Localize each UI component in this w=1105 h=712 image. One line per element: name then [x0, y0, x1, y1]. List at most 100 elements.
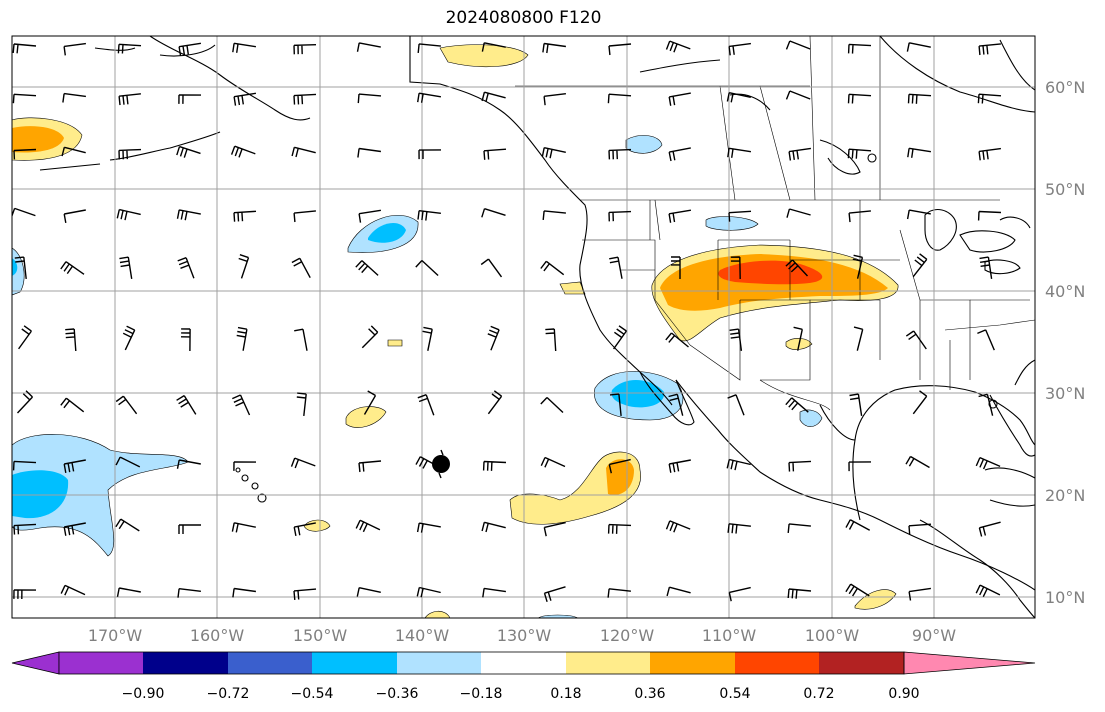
wind-barb: [729, 328, 743, 351]
negative-anomaly-bc: [625, 135, 663, 154]
colorbar-tick-4: −0.18: [460, 686, 503, 702]
lat-label-40n: 40°N: [1045, 282, 1085, 301]
wind-barb: [543, 586, 566, 603]
storm-marker: [432, 449, 450, 479]
wind-barb: [607, 93, 632, 104]
wind-barb: [726, 92, 751, 103]
negative-anomaly-midpac-core: [368, 223, 406, 243]
wind-barb: [238, 254, 250, 279]
lon-label-110w: 110°W: [702, 626, 757, 645]
wind-barb: [13, 148, 37, 160]
wind-barb: [785, 40, 811, 50]
lat-label-10n: 10°N: [1045, 588, 1085, 607]
wind-barb: [176, 145, 201, 158]
wind-barb: [355, 519, 381, 533]
wind-barb: [608, 148, 632, 160]
colorbar-bin-1: [143, 652, 228, 674]
wind-barb: [12, 93, 37, 104]
wind-barb: [176, 459, 201, 469]
wind-barb: [16, 390, 34, 414]
wind-barb: [65, 328, 77, 352]
wind-barb: [230, 145, 256, 158]
wind-barb: [481, 208, 506, 218]
wind-barb: [60, 397, 85, 413]
colorbar-extend-low: [11, 651, 60, 675]
wind-barb: [730, 256, 741, 280]
lon-label-160w: 160°W: [190, 626, 245, 645]
wind-barb: [853, 326, 864, 351]
anomaly-fills: [12, 44, 899, 618]
colorbar-bin-8: [735, 652, 819, 674]
wind-barb: [542, 42, 566, 54]
wind-barb: [480, 258, 503, 278]
wind-barb: [848, 461, 872, 472]
wind-barb: [115, 456, 141, 468]
wind-barb: [607, 523, 632, 534]
wind-barb: [668, 147, 691, 162]
wind-barb: [63, 209, 86, 224]
wind-barb: [852, 254, 864, 279]
wind-barb: [233, 210, 257, 222]
wind-barb: [118, 148, 142, 160]
wind-barb: [178, 94, 202, 104]
wind-barb: [415, 259, 439, 277]
wind-barb: [422, 326, 433, 351]
colorbar-tick-8: 0.72: [803, 686, 834, 702]
wind-barb: [176, 395, 197, 415]
lon-label-150w: 150°W: [293, 626, 348, 645]
wind-barb: [788, 460, 812, 472]
wind-barb: [293, 588, 317, 600]
wind-barb: [115, 395, 138, 415]
wind-barb: [177, 588, 201, 598]
wind-barb: [116, 208, 141, 221]
wind-barb: [417, 92, 442, 103]
colorbar-tick-3: −0.36: [376, 686, 419, 702]
wind-barb: [906, 209, 931, 220]
wind-barb: [357, 93, 382, 104]
wind-barb: [18, 325, 32, 350]
wind-barb: [671, 256, 681, 279]
wind-barb: [908, 587, 932, 601]
wind-barb: [290, 457, 316, 469]
wind-barb: [847, 93, 872, 104]
wind-barb: [975, 584, 1001, 598]
wind-barb: [977, 210, 1002, 221]
colorbar-bin-2: [228, 652, 312, 674]
wind-barb: [178, 524, 201, 534]
wind-barb: [785, 90, 811, 100]
wind-barb: [63, 522, 86, 536]
wind-barb: [978, 43, 1001, 56]
wind-barb: [417, 210, 441, 221]
wind-barb: [545, 328, 557, 352]
wind-barb: [363, 390, 377, 415]
lon-label-130w: 130°W: [497, 626, 552, 645]
wind-barb: [358, 460, 382, 473]
wind-barb: [487, 325, 500, 351]
colorbar-bin-0: [59, 652, 143, 674]
lat-label-30n: 30°N: [1045, 384, 1085, 403]
wind-barb: [361, 325, 379, 349]
wind-barb: [975, 456, 1001, 470]
coastlines: [39, 36, 1035, 618]
wind-barb: [293, 522, 316, 537]
wind-barb: [294, 328, 308, 351]
wind-barb: [665, 40, 691, 53]
wind-barb: [785, 259, 809, 277]
wind-barb: [788, 147, 812, 161]
colorbar-bin-5: [481, 652, 566, 674]
wind-barb: [416, 586, 441, 598]
wind-barb: [415, 456, 441, 469]
wind-barb: [482, 587, 507, 598]
colorbar-tick-0: −0.90: [122, 686, 165, 702]
negative-anomaly-hawaii-west-core: [12, 470, 69, 519]
wind-barb: [63, 459, 86, 474]
wind-barb: [483, 148, 507, 160]
positive-anomaly-nw-core: [12, 126, 64, 153]
wind-barb: [727, 523, 751, 534]
colorbar-tick-5: 0.18: [550, 686, 581, 702]
wind-barb: [978, 147, 1001, 161]
wind-barb: [233, 92, 257, 106]
wind-barb: [906, 42, 931, 52]
wind-barb: [786, 208, 811, 218]
colorbar-tick-9: 0.90: [888, 686, 919, 702]
